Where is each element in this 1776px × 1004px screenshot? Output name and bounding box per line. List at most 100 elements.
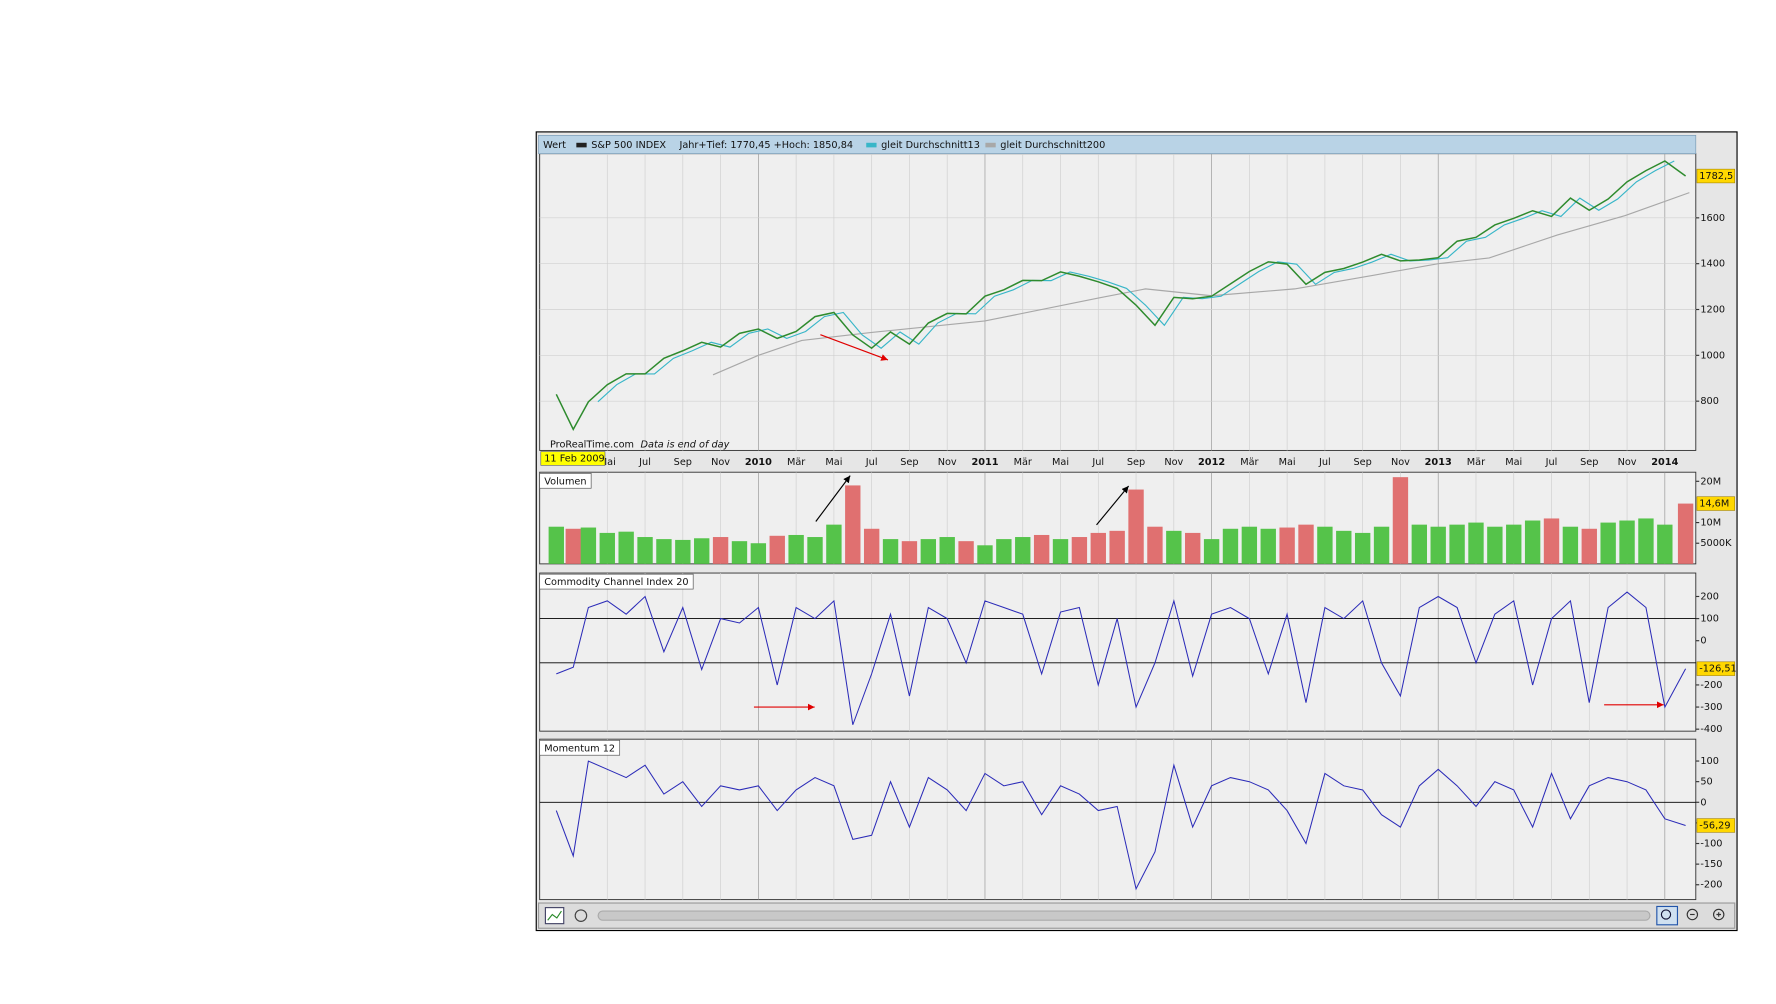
last-value-box [1696,168,1736,184]
volume-bar [1317,526,1333,564]
y-tick-label: 10M [1700,518,1721,529]
last-value-label: -126,51 [1699,664,1737,675]
y-tick-label: 100 [1700,756,1719,767]
x-tick-label: 2012 [1198,457,1225,468]
zoom-in-button[interactable] [1712,908,1725,921]
volume-bar [750,543,767,564]
volume-bar [1677,503,1694,564]
y-tick-label: 200 [1700,591,1719,602]
settings-button[interactable] [574,909,588,922]
last-value-label: 1782,5 [1699,171,1733,182]
annotation-arrow [1096,485,1130,526]
y-tick-label: -200 [1700,680,1722,691]
volume-bar [1449,524,1465,564]
toolbar [537,902,1736,929]
last-value-label: -56,29 [1699,820,1730,831]
volume-bar [1033,534,1050,564]
volume-bar [675,539,691,564]
volume-bar [1015,537,1031,564]
zoom-out-button[interactable] [1686,908,1699,921]
volume-bar [1166,530,1182,564]
plot-area [539,572,1697,732]
series-line [555,160,1687,431]
x-tick-label: Nov [1164,457,1183,468]
panel-title-box [539,473,592,489]
volume-bar [769,535,785,564]
volume-bar [1336,530,1352,564]
volume-bar [1524,520,1541,564]
volume-bar [882,539,899,564]
volume-bar [996,539,1012,564]
y-tick-label: -150 [1700,859,1722,870]
volume-bar [826,524,842,564]
x-tick-label: Nov [711,457,730,468]
volume-bar [1109,530,1125,564]
volume-bar [1373,526,1390,564]
panel-title: Commodity Channel Index 20 [544,577,688,588]
scrollbar[interactable] [597,910,1651,921]
x-tick-label: Sep [900,457,918,468]
volume-bar [958,541,974,564]
x-tick-label: 2011 [971,457,998,468]
panel-title-box [539,739,621,756]
series-line [597,160,1675,403]
legend-label: gleit Durchschnitt13 [881,140,980,151]
panel-title: Volumen [544,476,586,487]
legend-info: Jahr+Tief: 1770,45 +Hoch: 1850,84 [678,140,853,151]
x-tick-label: Mai [1279,457,1296,468]
y-tick-label: 50 [1700,777,1712,788]
y-tick-label: -300 [1700,702,1722,713]
chart-type-icon [547,910,562,921]
x-tick-label: Mai [599,457,616,468]
x-tick-label: Mär [787,457,805,468]
volume-bar [1468,522,1484,564]
last-value-box [1696,818,1736,833]
y-tick-label: 1400 [1700,259,1725,270]
y-tick-label: 0 [1700,636,1706,647]
volume-bar [807,537,823,564]
volume-bar [1562,526,1579,564]
volume-bar [1279,527,1295,564]
cursor-date-box [540,451,606,466]
y-tick-label: 1000 [1700,350,1725,361]
x-tick-label: Jul [865,457,878,468]
y-tick-label: 1600 [1700,213,1725,224]
volume-bar [637,537,653,564]
volume-bar [1392,477,1409,564]
volume-bar [1430,526,1446,564]
y-tick-label: 100 [1700,614,1719,625]
y-tick-label: 5000K [1700,538,1732,549]
volume-bar [694,538,710,564]
volume-bar [1354,532,1371,564]
volume-bar [599,532,615,564]
volume-bar [920,539,937,564]
legend-marker [985,142,996,148]
volume-bar [731,541,748,564]
x-tick-label: Sep [1354,457,1372,468]
y-tick-label: 800 [1700,396,1719,407]
volume-bar [1506,524,1522,564]
volume-bar [1090,532,1106,564]
volume-bar [901,541,918,564]
source-note: Data is end of day [641,440,730,451]
cursor-date: 11 Feb 2009 [544,453,605,464]
zoom-select-button[interactable] [1656,905,1679,926]
volume-bar [1600,522,1616,564]
volume-bar [1147,526,1163,564]
source-label: ProRealTime.com [550,440,634,451]
x-tick-label: Jul [1091,457,1104,468]
volume-bar [1052,539,1069,564]
x-tick-label: Nov [1391,457,1410,468]
volume-bar [1487,526,1503,564]
x-tick-label: Mär [1014,457,1032,468]
volume-bar [1222,528,1239,564]
x-tick-label: Mai [1052,457,1069,468]
plot-area [539,153,1697,451]
x-tick-label: 2013 [1425,457,1452,468]
legend-marker [866,142,877,148]
volume-bar [1411,524,1428,564]
y-tick-label: 0 [1700,797,1706,808]
x-tick-label: Mai [825,457,842,468]
y-tick-label: -200 [1700,880,1722,891]
